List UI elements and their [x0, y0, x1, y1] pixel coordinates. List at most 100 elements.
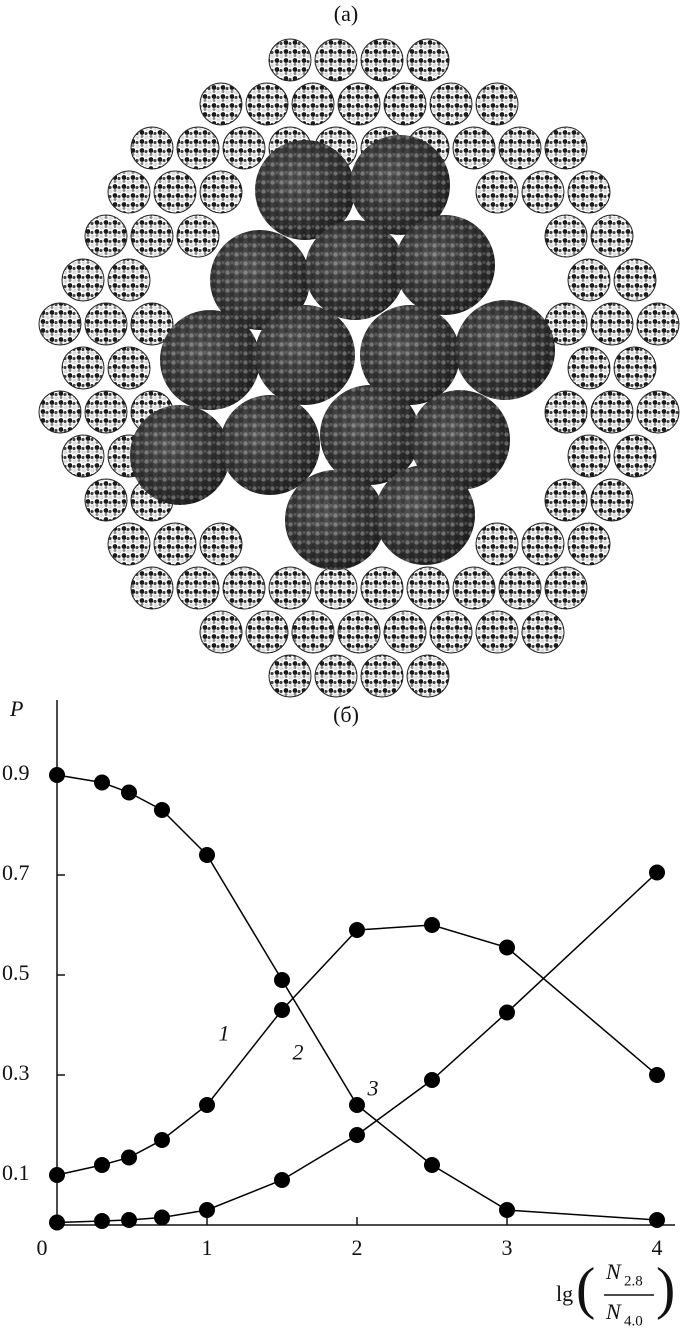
small-cluster	[522, 611, 564, 653]
data-point	[274, 1172, 290, 1188]
small-cluster	[108, 347, 150, 389]
data-point	[94, 1157, 110, 1173]
small-cluster	[246, 611, 288, 653]
small-cluster	[407, 567, 449, 609]
small-cluster	[453, 567, 495, 609]
small-cluster	[614, 435, 656, 477]
small-cluster	[568, 259, 610, 301]
data-point	[349, 922, 365, 938]
x-tick-label: 2	[352, 1235, 363, 1260]
data-point	[94, 1213, 110, 1229]
large-cluster-texture	[160, 310, 260, 410]
x-tick-label: 0	[37, 1235, 48, 1260]
paren: )	[656, 1255, 675, 1320]
small-cluster	[292, 611, 334, 653]
small-cluster	[154, 171, 196, 213]
x-tick-label: 1	[202, 1235, 213, 1260]
small-cluster	[39, 391, 81, 433]
x-label-num: N	[605, 1259, 622, 1284]
small-cluster	[200, 171, 242, 213]
small-cluster	[154, 523, 196, 565]
small-cluster	[545, 479, 587, 521]
small-cluster	[361, 39, 403, 81]
series-line	[57, 775, 657, 1220]
data-point	[649, 1067, 665, 1083]
small-cluster	[246, 83, 288, 125]
small-cluster	[177, 215, 219, 257]
small-cluster	[499, 127, 541, 169]
data-point	[649, 1212, 665, 1228]
small-cluster	[338, 83, 380, 125]
small-cluster	[545, 127, 587, 169]
data-point	[121, 785, 137, 801]
small-cluster	[39, 303, 81, 345]
large-cluster-texture	[455, 300, 555, 400]
small-cluster	[384, 83, 426, 125]
small-cluster	[568, 523, 610, 565]
small-cluster	[637, 303, 679, 345]
small-cluster	[545, 567, 587, 609]
x-label-function: lg	[556, 1281, 573, 1306]
small-cluster	[223, 127, 265, 169]
small-cluster	[269, 39, 311, 81]
data-point	[49, 767, 65, 783]
data-point	[424, 1157, 440, 1173]
small-cluster	[223, 567, 265, 609]
small-cluster	[568, 435, 610, 477]
x-label-den: N	[605, 1299, 622, 1324]
small-cluster	[85, 215, 127, 257]
small-cluster	[476, 171, 518, 213]
small-cluster	[476, 611, 518, 653]
data-point	[154, 1210, 170, 1226]
small-cluster	[315, 655, 357, 697]
panel-label: (a)	[334, 1, 358, 26]
large-cluster-texture	[375, 465, 475, 565]
small-cluster	[85, 303, 127, 345]
y-tick-label: 0.7	[2, 860, 30, 885]
data-point	[424, 917, 440, 933]
data-point	[154, 1132, 170, 1148]
small-cluster	[177, 567, 219, 609]
small-cluster	[591, 215, 633, 257]
small-cluster	[545, 215, 587, 257]
small-cluster	[476, 83, 518, 125]
small-cluster	[315, 567, 357, 609]
small-cluster	[407, 655, 449, 697]
small-cluster	[384, 611, 426, 653]
x-tick-label: 4	[652, 1235, 663, 1260]
small-cluster	[522, 171, 564, 213]
x-tick-label: 3	[502, 1235, 513, 1260]
data-point	[49, 1215, 65, 1231]
series-label: 1	[219, 1021, 230, 1046]
data-point	[154, 802, 170, 818]
large-cluster-texture	[130, 405, 230, 505]
small-cluster	[361, 655, 403, 697]
large-cluster-texture	[255, 305, 355, 405]
small-cluster	[177, 127, 219, 169]
small-cluster	[269, 655, 311, 697]
small-cluster	[269, 567, 311, 609]
large-cluster-texture	[395, 215, 495, 315]
large-cluster-texture	[305, 220, 405, 320]
small-cluster	[476, 523, 518, 565]
small-cluster	[85, 391, 127, 433]
page: (a) (б) P lg ( N 2.8 N 4.0 ) 0.10.30.50.…	[0, 0, 692, 1329]
small-cluster	[614, 259, 656, 301]
data-point	[199, 1097, 215, 1113]
small-cluster	[522, 523, 564, 565]
small-cluster	[338, 611, 380, 653]
x-label-num-sub: 2.8	[624, 1273, 643, 1289]
data-point	[94, 775, 110, 791]
small-cluster	[591, 479, 633, 521]
small-cluster	[62, 435, 104, 477]
chart-title: (б)	[333, 702, 359, 727]
small-cluster	[591, 303, 633, 345]
small-cluster	[85, 479, 127, 521]
data-point	[49, 1167, 65, 1183]
small-cluster	[200, 611, 242, 653]
small-cluster	[62, 347, 104, 389]
small-cluster	[62, 259, 104, 301]
data-point	[199, 847, 215, 863]
small-cluster	[568, 171, 610, 213]
small-cluster	[200, 83, 242, 125]
